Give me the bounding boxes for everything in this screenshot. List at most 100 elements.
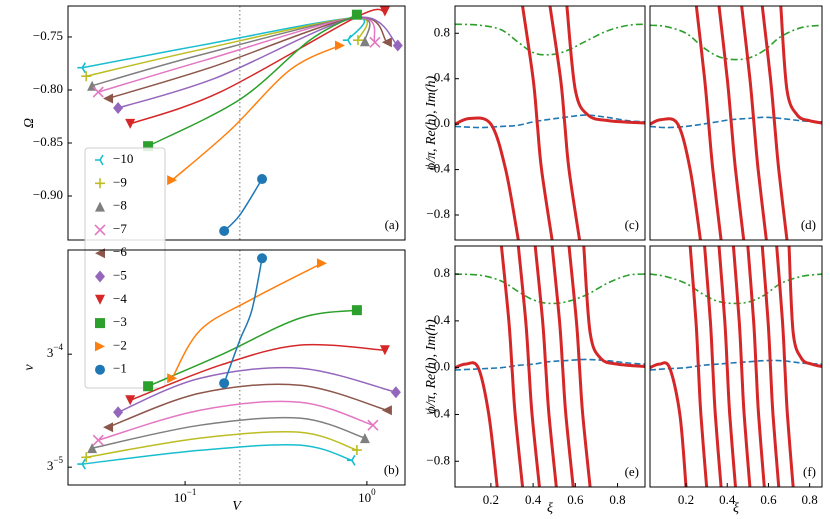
y-tick-label-base: −0.80 (33, 81, 63, 96)
data-line (117, 16, 399, 109)
legend-marker (95, 178, 105, 189)
data-line (91, 416, 366, 449)
end-marker (143, 381, 154, 392)
data-line (650, 359, 822, 371)
legend-label: −5 (113, 267, 127, 282)
x-tick-label: 10−1 (174, 487, 197, 505)
data-line (223, 258, 263, 384)
y-tick-label: 3−5 (47, 455, 64, 473)
x-tick-label-base: 0.8 (609, 492, 625, 507)
data-line (129, 8, 386, 125)
data-line (82, 443, 353, 465)
y-axis-label: ϕ/π, Re(h), Im(h) (424, 75, 439, 170)
end-marker (81, 452, 92, 463)
end-marker (369, 36, 381, 48)
y-tick-label: 0.8 (434, 265, 450, 280)
data-line (650, 24, 822, 61)
x-tick-label: 0.2 (678, 492, 694, 507)
axes-frame (454, 245, 646, 488)
end-marker (125, 395, 136, 406)
legend-marker (94, 224, 106, 236)
y-tick-label: −0.90 (33, 187, 63, 202)
x-axis-label: V (232, 499, 242, 514)
data-line (98, 400, 374, 441)
end-marker (113, 406, 124, 419)
axes-frame (67, 249, 406, 486)
y-tick-label: 0.0 (434, 359, 450, 374)
legend-marker (95, 154, 104, 166)
data-line (650, 6, 822, 240)
end-marker (77, 62, 86, 74)
y-tick-label-base: 0.4 (434, 312, 451, 327)
legend-marker (95, 248, 105, 259)
plot-area (455, 6, 645, 240)
y-tick-label: −0.8 (426, 206, 450, 221)
legend-label: −4 (113, 291, 127, 306)
end-marker (219, 225, 230, 236)
panel-label: (e) (625, 464, 639, 479)
end-marker (167, 175, 178, 186)
y-tick-label-base: 0.0 (434, 115, 450, 130)
y-tick-label: −0.75 (33, 28, 63, 43)
panel-label: (a) (385, 217, 399, 232)
x-tick-label-base: 0.2 (678, 492, 694, 507)
end-marker (367, 419, 379, 431)
end-marker (359, 433, 370, 444)
data-line (455, 114, 645, 129)
y-tick-label: −0.8 (426, 452, 450, 467)
y-tick-label: −0.80 (33, 81, 63, 96)
panel-label: (f) (803, 464, 816, 479)
end-marker (351, 445, 362, 456)
end-marker (257, 174, 268, 185)
data-line (86, 430, 358, 459)
y-axis-label: v (22, 364, 37, 371)
y-tick-label-base: −0.8 (426, 452, 450, 467)
end-marker (351, 305, 362, 316)
legend-label: −2 (113, 337, 127, 352)
legend-label: −7 (113, 221, 127, 236)
end-marker (257, 253, 268, 264)
y-axis-label: Ω (22, 118, 37, 128)
y-tick-label-base: 3 (47, 345, 54, 360)
end-marker (392, 39, 403, 52)
legend-marker (95, 270, 105, 283)
data-line (107, 16, 388, 100)
y-tick-label-exponent: −5 (53, 455, 63, 465)
panel-label: (b) (384, 462, 399, 477)
y-tick-label-base: −0.90 (33, 187, 63, 202)
data-line (147, 14, 358, 147)
end-marker (92, 434, 104, 446)
x-tick-label-exponent: 0 (371, 487, 376, 497)
end-marker (87, 443, 98, 454)
y-tick-label: −0.4 (426, 405, 450, 420)
end-marker (316, 258, 327, 269)
data-line (223, 178, 263, 232)
end-marker (92, 86, 104, 98)
end-marker (346, 454, 356, 466)
y-tick-label-base: −0.4 (426, 161, 450, 176)
y-tick-label: 0.0 (434, 115, 450, 130)
y-tick-label-exponent: −4 (53, 342, 63, 352)
x-tick-label-exponent: −1 (187, 487, 197, 497)
data-line (455, 23, 645, 56)
end-marker (351, 9, 362, 20)
legend-marker (95, 341, 105, 352)
legend-label: −10 (113, 151, 133, 166)
x-axis-label: ξ (547, 501, 553, 516)
data-line (117, 366, 397, 413)
y-tick-label-base: 0.8 (434, 265, 450, 280)
end-marker (77, 458, 86, 470)
data-line (98, 17, 376, 93)
legend-label: −9 (113, 174, 127, 189)
y-tick-label: 0.4 (434, 70, 451, 85)
legend-label: −1 (113, 361, 127, 376)
data-line (455, 6, 645, 240)
y-tick-label-base: 0.0 (434, 359, 450, 374)
end-marker (103, 422, 114, 433)
end-marker (379, 345, 390, 356)
y-tick-label-base: 0.4 (434, 70, 451, 85)
x-tick-label: 0.8 (609, 492, 625, 507)
end-marker (352, 35, 363, 46)
legend-marker (95, 318, 105, 329)
y-tick-label-base: −0.8 (426, 206, 450, 221)
